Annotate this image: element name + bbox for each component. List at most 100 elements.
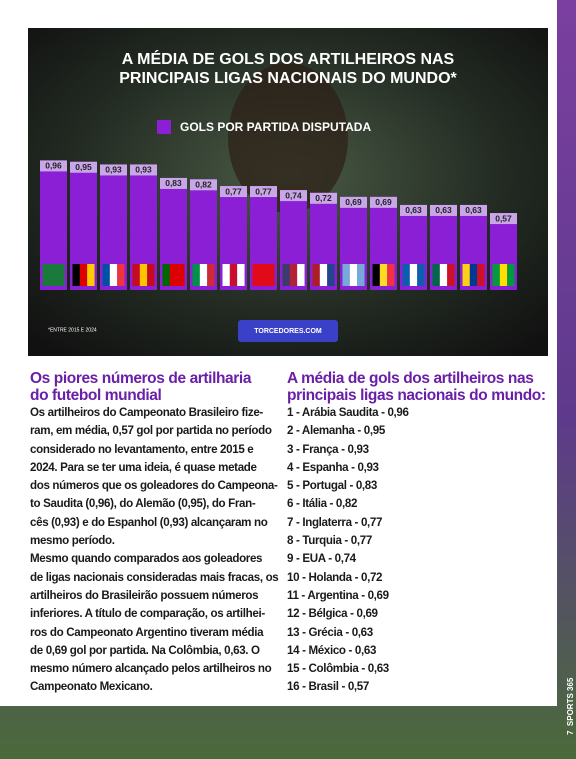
- body-line: artilheiros do Brasileirão possuem númer…: [30, 588, 259, 602]
- flag-stripe: [259, 264, 268, 286]
- flag: [462, 264, 485, 286]
- value-label: 0,77: [225, 186, 242, 196]
- value-label: 0,95: [75, 162, 92, 172]
- value-label-bg: [130, 164, 157, 176]
- value-label: 0,82: [195, 180, 212, 190]
- flag: [72, 264, 95, 286]
- flag-stripe: [379, 264, 388, 286]
- body-line: ros do Campeonato Argentino tiveram médi…: [30, 625, 264, 639]
- flag-stripe: [117, 264, 125, 286]
- footnote: *ENTRE 2015 E 2024: [48, 327, 97, 333]
- chart-title: A MÉDIA DE GOLS DOS ARTILHEIROS NAS: [122, 49, 455, 68]
- flag-stripe: [477, 264, 485, 286]
- body-line: Os artilheiros do Campeonato Brasileiro …: [30, 406, 263, 419]
- value-label: 0,93: [105, 165, 122, 175]
- flag-stripe: [289, 264, 298, 286]
- logo-box: [238, 320, 338, 342]
- list-item: 11 - Argentina - 0,69: [287, 588, 389, 602]
- flag-stripe: [327, 264, 335, 286]
- list-item: 3 - França - 0,93: [287, 442, 369, 456]
- flag: [342, 264, 365, 286]
- flag: [252, 264, 275, 286]
- flag: [432, 264, 455, 286]
- flag-stripe: [87, 264, 95, 286]
- flag-stripe: [349, 264, 358, 286]
- flag-stripe: [282, 264, 290, 286]
- body-line: 2024. Para se ter uma ideia, é quase met…: [30, 460, 257, 474]
- value-label-bg: [70, 161, 97, 173]
- value-label-bg: [40, 160, 67, 172]
- value-label-bg: [160, 177, 187, 189]
- flag-stripe: [447, 264, 455, 286]
- legend-swatch: [157, 120, 171, 134]
- list-item: 7 - Inglaterra - 0,77: [287, 515, 383, 529]
- flag-stripe: [57, 264, 65, 286]
- flag-stripe: [207, 264, 215, 286]
- value-label: 0,63: [405, 205, 422, 215]
- flag-stripe: [177, 264, 185, 286]
- flag-stripe: [402, 264, 410, 286]
- list-item: 5 - Portugal - 0,83: [287, 479, 377, 493]
- list-item: 15 - Colômbia - 0,63: [287, 662, 389, 676]
- list-item: 2 - Alemanha - 0,95: [287, 424, 385, 438]
- value-label-bg: [400, 204, 427, 216]
- flag: [222, 264, 245, 286]
- value-label-bg: [190, 179, 217, 191]
- flag-stripe: [319, 264, 328, 286]
- flag: [132, 264, 155, 286]
- ranking-list: A média de gols dos artilheiros nas princ…: [287, 370, 547, 697]
- body-line: ram, em média, 0,57 gol por partida no p…: [30, 424, 272, 438]
- heading: principais ligas nacionais do mundo:: [287, 387, 546, 404]
- flag-stripe: [312, 264, 320, 286]
- flag: [162, 264, 185, 286]
- flag-stripe: [72, 264, 80, 286]
- body-line: considerado no levantamento, entre 2015 …: [30, 442, 254, 456]
- flag-stripe: [222, 264, 230, 286]
- list-item: 9 - EUA - 0,74: [287, 552, 356, 566]
- flag-stripe: [387, 264, 395, 286]
- flag: [42, 264, 65, 286]
- flag-stripe: [147, 264, 155, 286]
- list-item: 6 - Itália - 0,82: [287, 497, 358, 511]
- flag-stripe: [439, 264, 448, 286]
- flag: [192, 264, 215, 286]
- body-line: Campeonato Mexicano.: [30, 680, 153, 694]
- flag-stripe: [469, 264, 478, 286]
- flag-stripe: [229, 264, 238, 286]
- flag: [102, 264, 125, 286]
- list-item: 16 - Brasil - 0,57: [287, 680, 369, 694]
- page-number: 7: [566, 730, 575, 735]
- body-line: de ligas nacionais consideradas mais fra…: [30, 570, 279, 584]
- list-item: 4 - Espanha - 0,93: [287, 460, 379, 474]
- photo-figure: [228, 63, 348, 213]
- heading: A média de gols dos artilheiros nas: [287, 370, 534, 387]
- flag-stripe: [409, 264, 418, 286]
- value-label-bg: [370, 196, 397, 208]
- flag: [492, 264, 515, 286]
- flag-stripe: [297, 264, 305, 286]
- value-label: 0,63: [465, 205, 482, 215]
- value-label: 0,69: [345, 197, 362, 207]
- flag-stripe: [267, 264, 275, 286]
- flag-stripe: [417, 264, 425, 286]
- flag-stripe: [162, 264, 170, 286]
- list-item: 14 - México - 0,63: [287, 643, 377, 657]
- flag: [372, 264, 395, 286]
- logo-text: TORCEDORES.COM: [254, 328, 322, 335]
- article: Os piores números de artilharia do futebo…: [30, 370, 279, 697]
- body-line: dos números que os goleadores do Campeon…: [30, 479, 278, 493]
- legend-label: GOLS POR PARTIDA DISPUTADA: [180, 120, 371, 134]
- magazine-name: SPORTS 365: [566, 677, 575, 727]
- folio: 7 SPORTS 365: [566, 678, 575, 735]
- value-label-bg: [340, 196, 367, 208]
- chart: GOLS POR PARTIDA DISPUTADA *ENTRE 2015 E…: [28, 28, 548, 356]
- flag: [282, 264, 305, 286]
- flag-stripe: [237, 264, 245, 286]
- flag-stripe: [507, 264, 515, 286]
- flag-stripe: [252, 264, 260, 286]
- value-label: 0,63: [435, 205, 452, 215]
- value-label-bg: [310, 192, 337, 204]
- flag-stripe: [372, 264, 380, 286]
- value-label-bg: [220, 186, 247, 198]
